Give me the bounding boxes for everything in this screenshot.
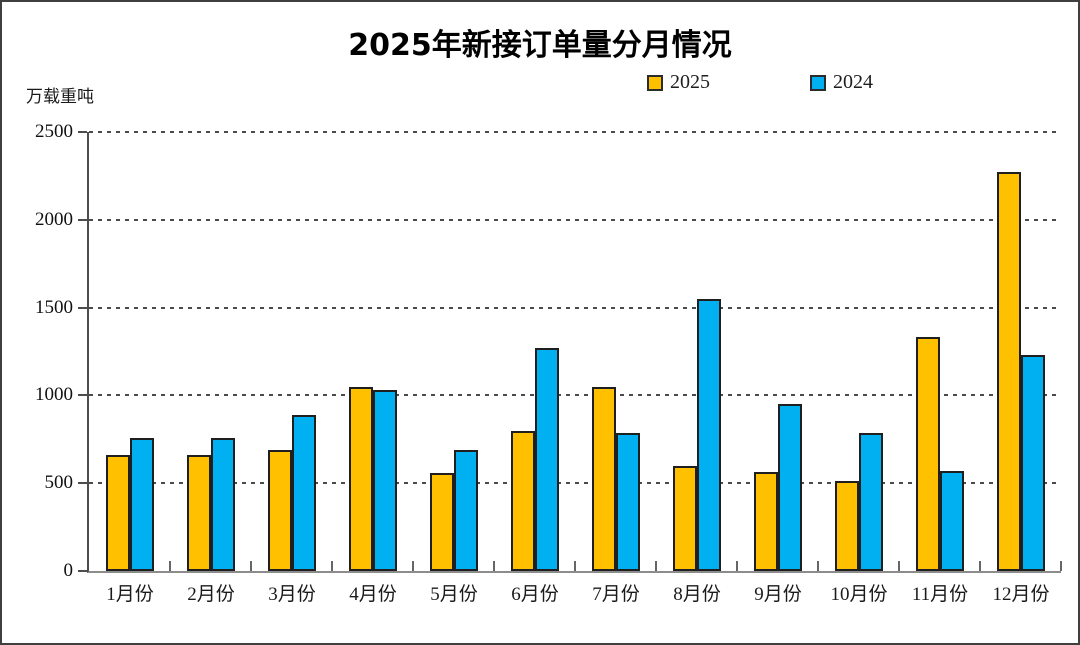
bar-2024-1月份 [130,438,154,571]
x-axis-tick [250,561,252,571]
legend-label-2025: 2025 [670,71,710,93]
bar-2024-7月份 [616,433,640,571]
legend-label-2024: 2024 [833,71,873,93]
bar-2025-4月份 [349,387,373,571]
bar-2024-5月份 [454,450,478,571]
bar-2025-8月份 [673,466,697,571]
x-axis-tick [412,561,414,571]
bar-2025-9月份 [754,472,778,571]
y-axis-tick [78,306,87,309]
y-axis-tick [78,218,87,221]
gridline [89,394,1061,397]
x-axis-tick [655,561,657,571]
bar-2025-7月份 [592,387,616,571]
x-axis-label: 12月份 [992,584,1050,605]
bar-2025-5月份 [430,473,454,571]
bar-2024-3月份 [292,415,316,571]
x-axis-label: 8月份 [673,584,721,605]
bar-2024-11月份 [940,471,964,571]
bar-2025-6月份 [511,431,535,571]
x-axis-tick [574,561,576,571]
gridline [89,306,1061,309]
x-axis-tick [1060,561,1062,571]
gridline [89,131,1061,133]
bar-2025-2月份 [187,455,211,571]
legend-swatch-2024-icon [810,74,826,91]
y-axis-tick-label: 1500 [35,296,73,318]
y-axis-tick-label: 2500 [35,121,73,142]
legend-item-2025: 2025 [647,71,710,94]
bar-2024-2月份 [211,438,235,571]
x-axis-label: 11月份 [911,584,969,605]
x-axis-label: 4月份 [349,584,397,605]
bar-2024-8月份 [697,299,721,571]
y-axis-tick [78,131,87,133]
x-axis-label: 6月份 [511,584,559,605]
legend-item-2024: 2024 [810,71,873,94]
y-axis-unit-label: 万载重吨 [26,87,94,106]
bar-2025-1月份 [106,455,130,571]
x-axis-label: 7月份 [592,584,640,605]
bar-2024-4月份 [373,390,397,571]
chart-title: 2025年新接订单量分月情况 [348,28,732,63]
x-axis-tick [331,561,333,571]
y-axis-tick-label: 2000 [35,208,73,230]
y-axis-tick-label: 1000 [35,384,73,406]
x-axis-tick [169,561,171,571]
y-axis-tick [78,570,87,572]
legend-swatch-2025-icon [647,74,663,91]
x-axis-tick [979,561,981,571]
bar-2025-10月份 [835,481,859,571]
x-axis-tick [736,561,738,571]
x-axis-label: 3月份 [268,584,316,605]
bar-2025-3月份 [268,450,292,571]
y-axis-tick-label: 0 [63,560,74,581]
plot-area: 0 500 1000 1500 2000 2500 1月份 2月份 3月份 4月份 5月份 6月份 7月… [35,121,1062,605]
x-axis-label: 1月份 [106,584,154,605]
x-axis-tick [817,561,819,571]
x-axis-label: 9月份 [754,584,802,605]
bar-2025-11月份 [916,337,940,571]
x-axis-tick [493,561,495,571]
bar-2025-12月份 [997,172,1021,571]
y-axis-tick [78,394,87,397]
bar-2024-10月份 [859,433,883,571]
gridline [89,218,1061,221]
x-axis-label: 2月份 [187,584,235,605]
gridline [89,482,1061,485]
bar-2024-12月份 [1021,355,1045,571]
bar-2024-6月份 [535,348,559,571]
x-axis-label: 5月份 [430,584,478,605]
y-axis-tick-label: 500 [44,472,74,494]
x-axis-tick [898,561,900,571]
x-axis-label: 10月份 [830,584,888,605]
bar-2024-9月份 [778,404,802,571]
y-axis-tick [78,482,87,485]
